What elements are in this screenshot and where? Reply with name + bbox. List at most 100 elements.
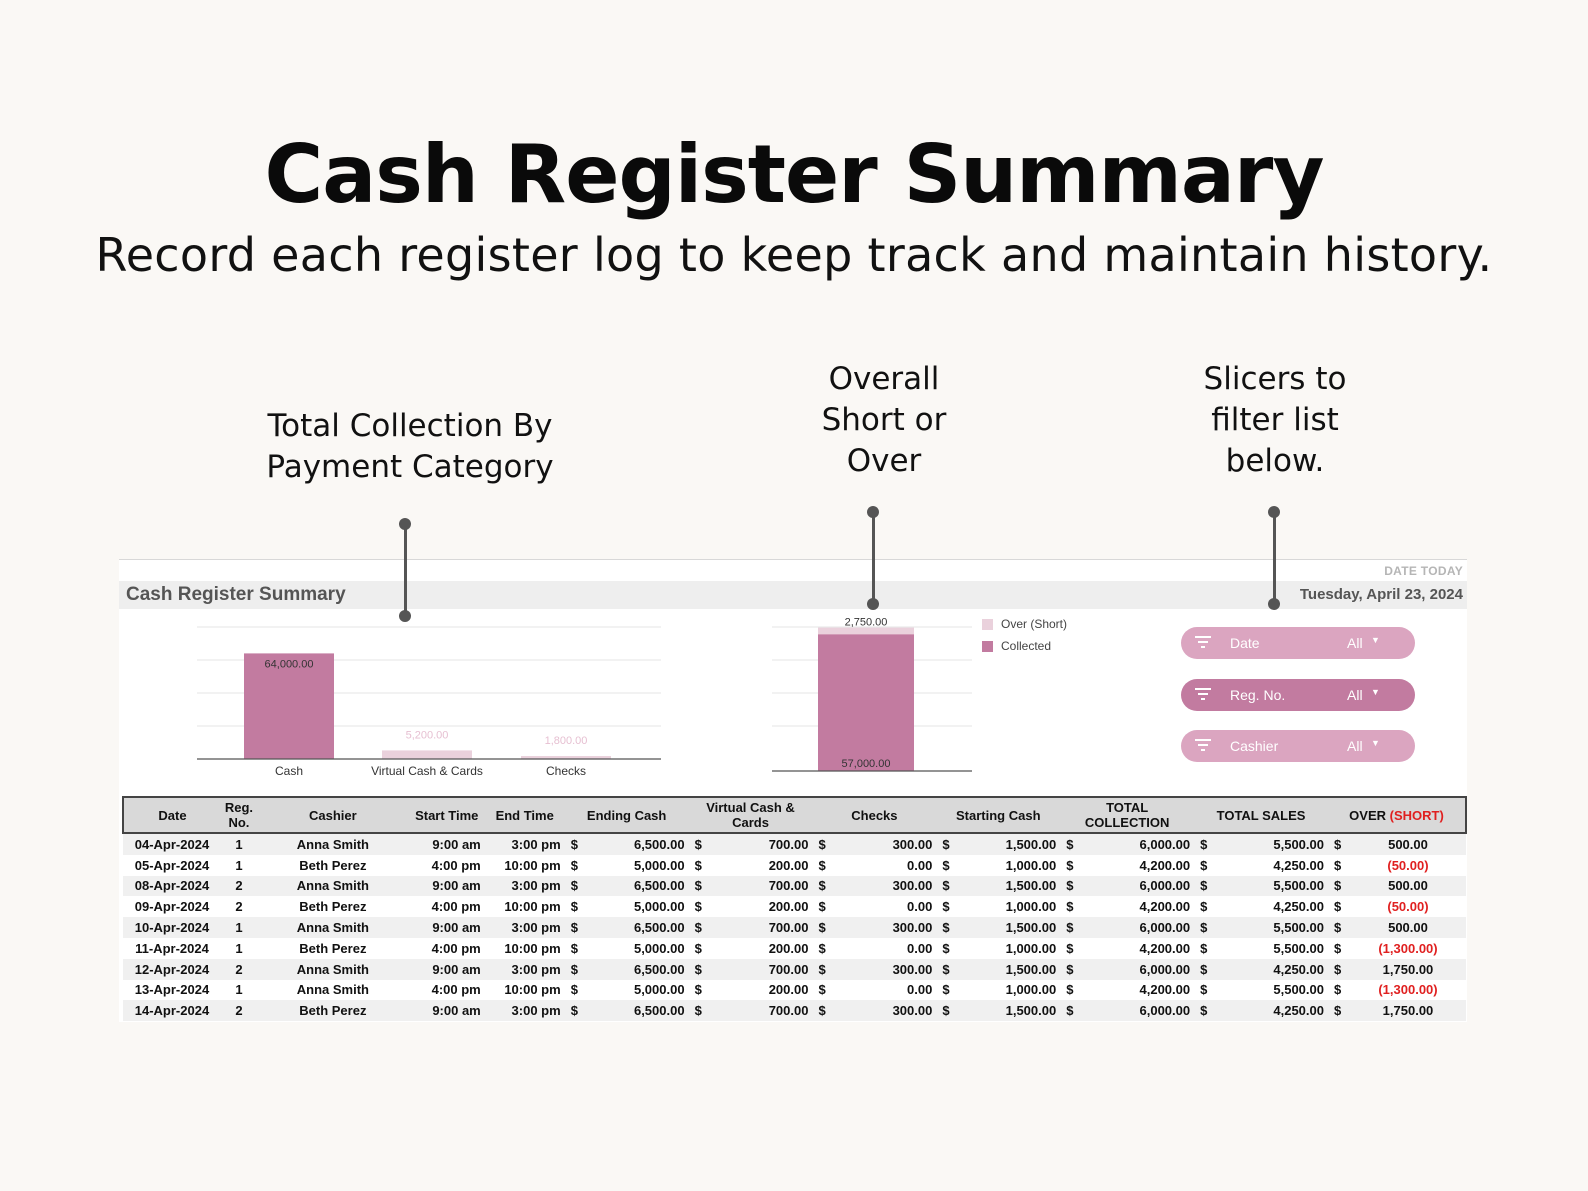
cell-start[interactable]: 9:00 am	[408, 833, 485, 855]
currency-symbol[interactable]: $	[1194, 979, 1217, 1001]
currency-symbol[interactable]: $	[1327, 833, 1350, 855]
currency-symbol[interactable]: $	[1060, 1000, 1083, 1022]
cell-checks[interactable]: 300.00	[834, 958, 937, 980]
cell-start[interactable]: 9:00 am	[408, 875, 485, 897]
cell-date[interactable]: 12-Apr-2024	[123, 958, 221, 980]
cell-virtual[interactable]: 200.00	[710, 896, 813, 918]
currency-symbol[interactable]: $	[688, 958, 711, 980]
cell-sales[interactable]: 5,500.00	[1216, 917, 1328, 938]
cell-end[interactable]: 3:00 pm	[484, 833, 565, 855]
currency-symbol[interactable]: $	[564, 854, 587, 876]
cell-ending[interactable]: 6,500.00	[586, 1000, 689, 1022]
currency-symbol[interactable]: $	[688, 896, 711, 918]
slicer-cashier[interactable]: Cashier All ▼	[1181, 730, 1415, 762]
cell-checks[interactable]: 300.00	[834, 833, 937, 855]
cell-starting[interactable]: 1,000.00	[958, 896, 1061, 918]
cell-end[interactable]: 10:00 pm	[484, 979, 565, 1001]
currency-symbol[interactable]: $	[1060, 979, 1083, 1001]
currency-symbol[interactable]: $	[1327, 896, 1350, 918]
cell-collection[interactable]: 4,200.00	[1082, 896, 1195, 918]
cell-collection[interactable]: 6,000.00	[1082, 958, 1195, 980]
currency-symbol[interactable]: $	[936, 958, 959, 980]
cell-virtual[interactable]: 200.00	[710, 979, 813, 1001]
currency-symbol[interactable]: $	[936, 854, 959, 876]
currency-symbol[interactable]: $	[1327, 937, 1350, 959]
header-checks[interactable]: Checks	[812, 796, 937, 834]
cell-start[interactable]: 4:00 pm	[408, 979, 485, 1001]
currency-symbol[interactable]: $	[564, 917, 587, 938]
cell-start[interactable]: 4:00 pm	[408, 854, 485, 876]
cell-over[interactable]: 1,750.00	[1349, 958, 1466, 980]
currency-symbol[interactable]: $	[1194, 917, 1217, 938]
cell-end[interactable]: 3:00 pm	[484, 875, 565, 897]
cell-cashier[interactable]: Anna Smith	[256, 958, 409, 980]
currency-symbol[interactable]: $	[1060, 937, 1083, 959]
cell-sales[interactable]: 4,250.00	[1216, 854, 1328, 876]
cell-end[interactable]: 3:00 pm	[484, 1000, 565, 1022]
currency-symbol[interactable]: $	[688, 917, 711, 938]
cell-date[interactable]: 05-Apr-2024	[123, 854, 221, 876]
cell-virtual[interactable]: 700.00	[710, 917, 813, 938]
cell-reg[interactable]: 2	[220, 896, 257, 918]
cell-reg[interactable]: 2	[220, 875, 257, 897]
cell-cashier[interactable]: Anna Smith	[256, 875, 409, 897]
currency-symbol[interactable]: $	[564, 896, 587, 918]
cell-ending[interactable]: 6,500.00	[586, 875, 689, 897]
cell-end[interactable]: 10:00 pm	[484, 896, 565, 918]
currency-symbol[interactable]: $	[564, 937, 587, 959]
header-over-short[interactable]: OVER (SHORT)	[1327, 796, 1468, 834]
currency-symbol[interactable]: $	[1327, 958, 1350, 980]
currency-symbol[interactable]: $	[812, 1000, 835, 1022]
header-ending-cash[interactable]: Ending Cash	[564, 796, 689, 834]
currency-symbol[interactable]: $	[1194, 896, 1217, 918]
cell-ending[interactable]: 5,000.00	[586, 854, 689, 876]
cell-checks[interactable]: 300.00	[834, 1000, 937, 1022]
currency-symbol[interactable]: $	[936, 896, 959, 918]
cell-over[interactable]: (50.00)	[1349, 854, 1466, 876]
currency-symbol[interactable]: $	[564, 979, 587, 1001]
currency-symbol[interactable]: $	[812, 979, 835, 1001]
currency-symbol[interactable]: $	[1060, 958, 1083, 980]
currency-symbol[interactable]: $	[1327, 854, 1350, 876]
cell-ending[interactable]: 6,500.00	[586, 917, 689, 938]
currency-symbol[interactable]: $	[1060, 917, 1083, 938]
cell-end[interactable]: 10:00 pm	[484, 854, 565, 876]
cell-checks[interactable]: 300.00	[834, 917, 937, 938]
currency-symbol[interactable]: $	[1194, 833, 1217, 855]
cell-cashier[interactable]: Anna Smith	[256, 979, 409, 1001]
currency-symbol[interactable]: $	[1327, 979, 1350, 1001]
currency-symbol[interactable]: $	[812, 896, 835, 918]
header-reg-no[interactable]: Reg. No.	[220, 796, 257, 834]
cell-virtual[interactable]: 200.00	[710, 937, 813, 959]
cell-sales[interactable]: 5,500.00	[1216, 833, 1328, 855]
cell-start[interactable]: 9:00 am	[408, 917, 485, 938]
currency-symbol[interactable]: $	[812, 958, 835, 980]
cell-checks[interactable]: 0.00	[834, 896, 937, 918]
cell-date[interactable]: 09-Apr-2024	[123, 896, 221, 918]
cell-starting[interactable]: 1,500.00	[958, 958, 1061, 980]
currency-symbol[interactable]: $	[1060, 896, 1083, 918]
cell-date[interactable]: 13-Apr-2024	[123, 979, 221, 1001]
cell-starting[interactable]: 1,500.00	[958, 917, 1061, 938]
header-total-collection[interactable]: TOTAL COLLECTION	[1060, 796, 1195, 834]
cell-date[interactable]: 14-Apr-2024	[123, 1000, 221, 1022]
cell-over[interactable]: (1,300.00)	[1349, 979, 1466, 1001]
cell-ending[interactable]: 6,500.00	[586, 958, 689, 980]
cell-virtual[interactable]: 200.00	[710, 854, 813, 876]
header-virtual-cash-cards[interactable]: Virtual Cash & Cards	[688, 796, 813, 834]
cell-starting[interactable]: 1,000.00	[958, 979, 1061, 1001]
cell-over[interactable]: 1,750.00	[1349, 1000, 1466, 1022]
currency-symbol[interactable]: $	[812, 833, 835, 855]
cell-end[interactable]: 3:00 pm	[484, 958, 565, 980]
cell-ending[interactable]: 5,000.00	[586, 979, 689, 1001]
cell-sales[interactable]: 5,500.00	[1216, 937, 1328, 959]
currency-symbol[interactable]: $	[812, 937, 835, 959]
currency-symbol[interactable]: $	[688, 937, 711, 959]
currency-symbol[interactable]: $	[688, 979, 711, 1001]
currency-symbol[interactable]: $	[1060, 875, 1083, 897]
currency-symbol[interactable]: $	[812, 917, 835, 938]
cell-end[interactable]: 10:00 pm	[484, 937, 565, 959]
slicer-reg-no[interactable]: Reg. No. All ▼	[1181, 679, 1415, 711]
cell-collection[interactable]: 6,000.00	[1082, 875, 1195, 897]
cell-reg[interactable]: 2	[220, 958, 257, 980]
